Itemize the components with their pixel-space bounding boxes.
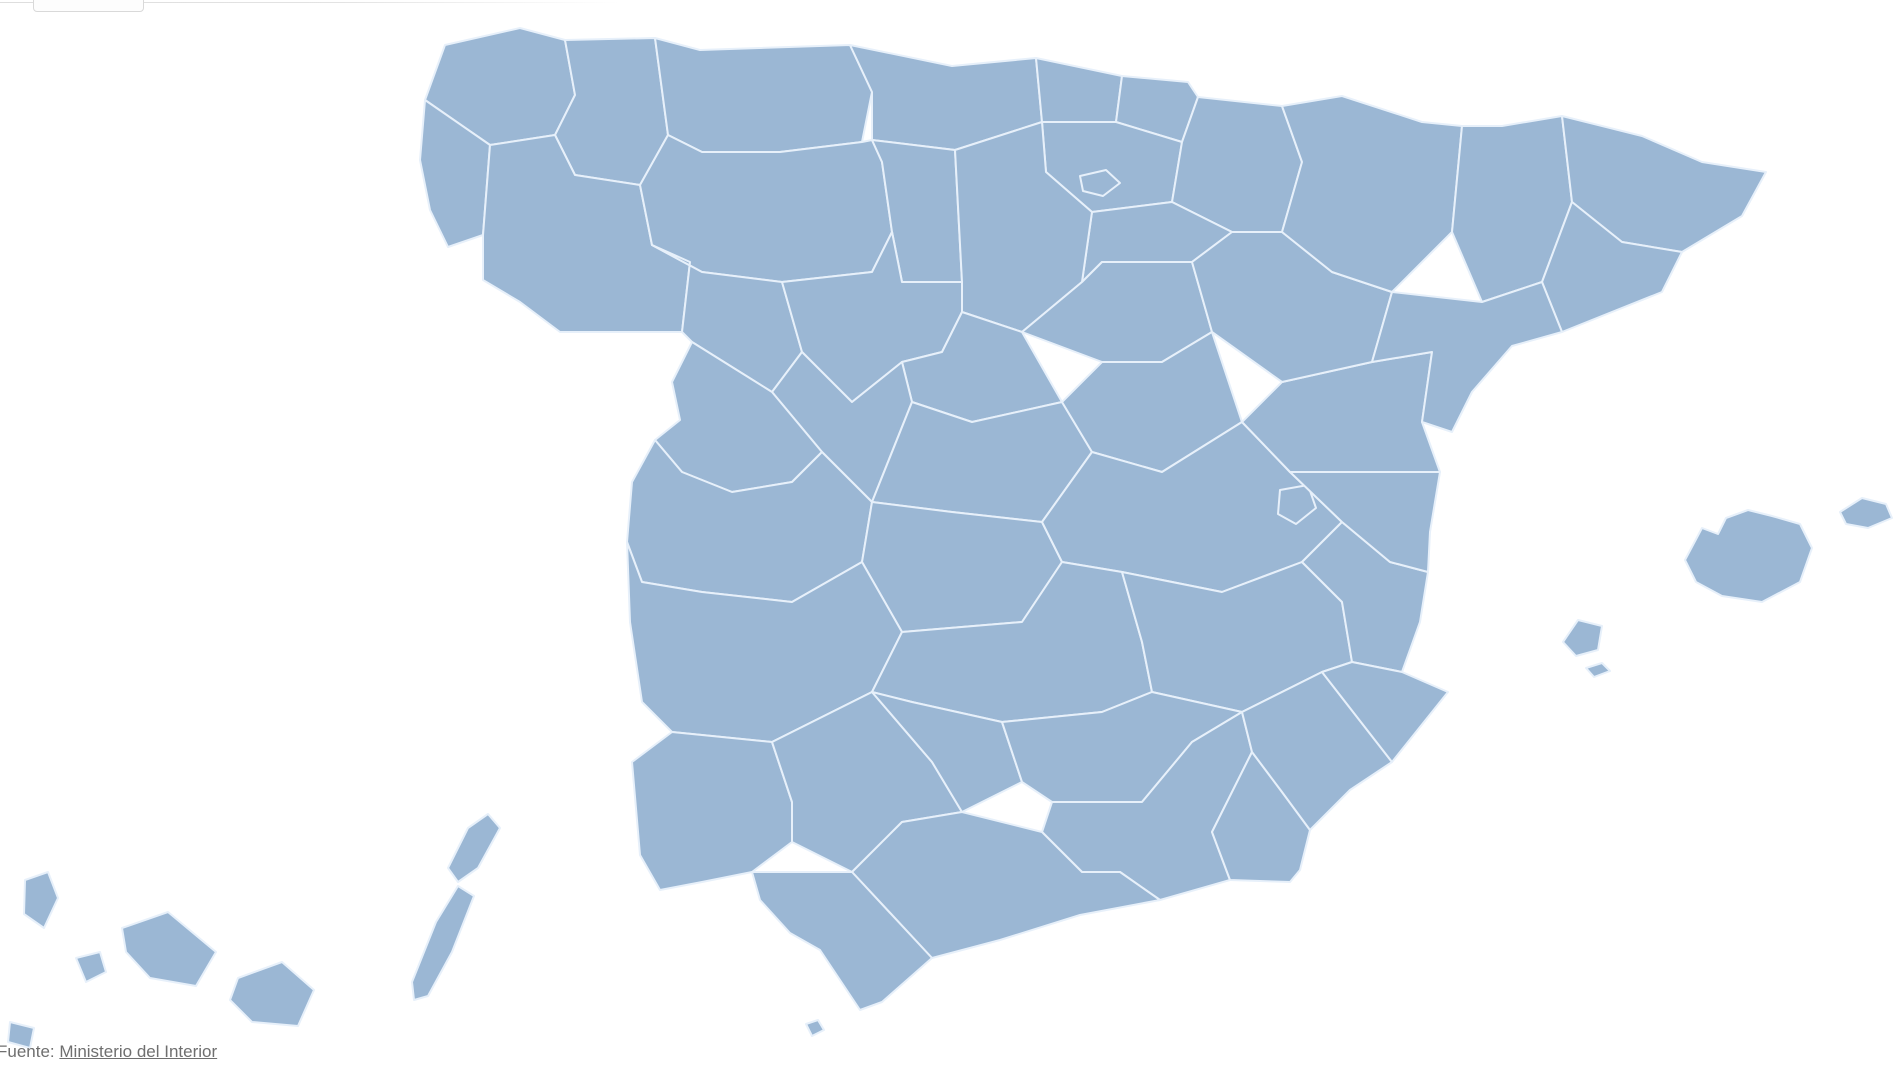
province-ibiza[interactable]: Eivissa bbox=[1562, 619, 1603, 657]
province-fuerteventura[interactable]: Fuerteventura bbox=[411, 885, 475, 1001]
top-divider-line bbox=[0, 2, 620, 3]
province-trevino[interactable]: Treviño (Burgos) bbox=[1079, 169, 1121, 197]
province-malaga[interactable]: Málaga bbox=[851, 811, 1161, 959]
province-asturias[interactable]: Asturias bbox=[654, 37, 873, 153]
source-prefix-label: Fuente: bbox=[0, 1041, 60, 1061]
province-cadiz[interactable]: Cádiz bbox=[751, 871, 933, 1011]
province-el-hierro[interactable]: El Hierro bbox=[7, 1021, 35, 1049]
source-attribution: Fuente: Ministerio del Interior bbox=[0, 1042, 217, 1062]
province-tarragona[interactable]: Tarragona bbox=[1371, 281, 1563, 433]
province-huesca[interactable]: Huesca bbox=[1281, 95, 1463, 293]
province-gran-canaria[interactable]: Gran Canaria bbox=[229, 961, 315, 1027]
source-link[interactable]: Ministerio del Interior bbox=[59, 1041, 218, 1061]
province-alicante[interactable]: Alacant bbox=[1321, 661, 1449, 763]
cropped-control-fragment[interactable] bbox=[33, 0, 144, 12]
province-lugo[interactable]: Lugo bbox=[554, 37, 669, 186]
province-mallorca[interactable]: Mallorca bbox=[1684, 509, 1813, 603]
province-tenerife[interactable]: Tenerife bbox=[121, 911, 217, 987]
province-lanzarote[interactable]: Lanzarote bbox=[447, 813, 501, 883]
province-vizcaya[interactable]: Bizkaia bbox=[1035, 57, 1123, 123]
province-la-palma[interactable]: La Palma bbox=[23, 871, 59, 929]
province-formentera[interactable]: Formentera bbox=[1585, 662, 1611, 678]
province-la-gomera[interactable]: La Gomera bbox=[75, 951, 107, 983]
province-ceuta[interactable]: Ceuta bbox=[805, 1019, 825, 1037]
province-menorca[interactable]: Menorca bbox=[1839, 497, 1893, 529]
province-huelva[interactable]: Huelva bbox=[631, 731, 793, 891]
